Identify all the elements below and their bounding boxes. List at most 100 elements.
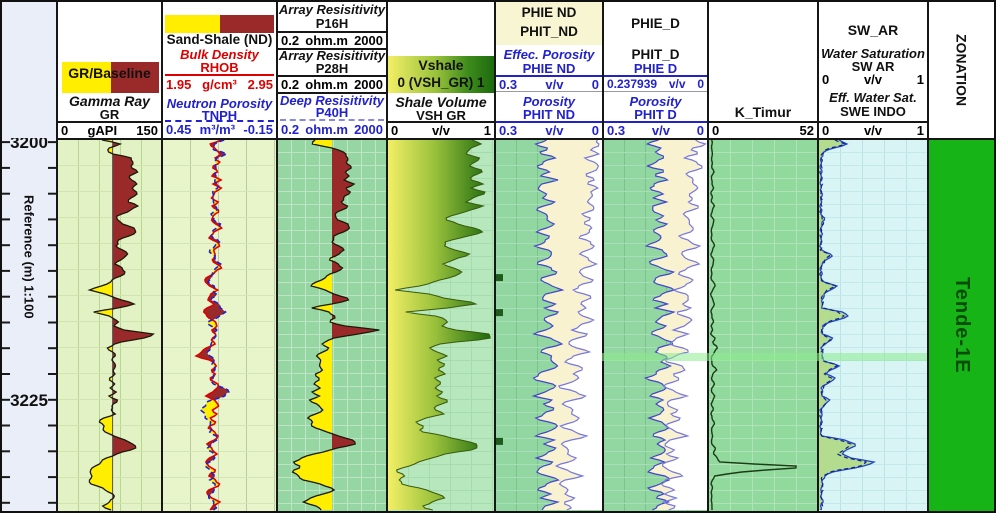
tnph-scale-right: -0.15 bbox=[243, 122, 273, 137]
sw-ar-scale-left: 0 bbox=[822, 72, 830, 87]
saturation-header: SW_AR Water Saturation SW AR 0 v/v 1 Eff… bbox=[819, 2, 927, 138]
phit-d-scale-right: 0 bbox=[696, 123, 704, 138]
sw-ar-curve-name: Water Saturation bbox=[821, 46, 925, 61]
phie-d-scale-unit: v/v bbox=[668, 77, 686, 91]
dn-group-label: Sand-Shale (ND) bbox=[166, 32, 273, 47]
vshale-group-label: Vshale bbox=[418, 57, 464, 73]
depth-track-title-wrap: Reference (m) 1:100 bbox=[2, 2, 56, 511]
rhob-line-style bbox=[165, 74, 274, 76]
resistivity-header: Array Resisitivity P16H 0.2 ohm.m 2000 A… bbox=[278, 2, 386, 138]
phit-nd-scale-left: 0.3 bbox=[499, 123, 518, 138]
density-neutron-body bbox=[163, 138, 276, 511]
k-scale-left: 0 bbox=[712, 123, 720, 138]
vshale-mnemonic: VSH GR bbox=[416, 108, 466, 123]
depth-track-title: Reference (m) 1:100 bbox=[21, 194, 37, 319]
p16h-curve-name: Array Resisitivity bbox=[278, 2, 386, 17]
phit-nd-scale-row: 0.3 v/v 0 bbox=[496, 121, 602, 138]
permeability-track: K_Timur 0 52 bbox=[707, 2, 817, 511]
phie-d-scale-row: 0.237939 v/v 0 bbox=[604, 75, 707, 92]
phit-nd-scale-right: 0 bbox=[591, 123, 599, 138]
zonation-body: Tende-1E bbox=[929, 138, 994, 511]
k-scale-right: 52 bbox=[799, 123, 814, 138]
p40h-scale-left: 0.2 bbox=[281, 122, 300, 137]
sw-ar-scale-row: 0 v/v 1 bbox=[819, 72, 927, 87]
tnph-scale-unit: m³/m³ bbox=[199, 122, 236, 137]
porosity-d-header: PHIE_D PHIT_D PHIE D 0.237939 v/v 0 Poro… bbox=[604, 2, 707, 138]
tnph-mnemonic: TNPH bbox=[201, 108, 238, 123]
phie-d-scale-right: 0 bbox=[697, 77, 704, 91]
rhob-scale-right: 2.95 bbox=[247, 77, 273, 92]
vshale-scale-unit: v/v bbox=[431, 123, 451, 138]
p16h-mnemonic: P16H bbox=[315, 16, 349, 31]
p40h-line-style bbox=[280, 119, 384, 121]
phie-nd-scale-unit: v/v bbox=[545, 76, 564, 92]
swe-indo-scale-row: 0 v/v 1 bbox=[819, 121, 927, 138]
gr-group-label: GR/Baseline bbox=[68, 65, 151, 81]
saturation-track: SW_AR Water Saturation SW AR 0 v/v 1 Eff… bbox=[817, 2, 927, 511]
p40h-scale-unit: ohm.m bbox=[305, 122, 348, 137]
phit-nd-scale-unit: v/v bbox=[545, 123, 564, 138]
tnph-scale-row: 0.45 m³/m³ -0.15 bbox=[163, 121, 276, 138]
phit-d-scale-row: 0.3 v/v 0 bbox=[604, 121, 707, 138]
sw-ar-mnemonic: SW AR bbox=[851, 59, 895, 74]
phie-nd-box-label: PHIE ND bbox=[521, 5, 577, 20]
porosity-d-body bbox=[604, 138, 707, 511]
vshale-scale-left: 0 bbox=[391, 123, 399, 138]
swe-indo-curve-name: Eff. Water Sat. bbox=[829, 90, 917, 105]
dn-patch-yellow bbox=[165, 15, 220, 33]
phit-d-scale-unit: v/v bbox=[651, 123, 670, 138]
sw-ar-title: SW_AR bbox=[847, 22, 899, 38]
vshale-track: Vshale 0 (VSH_GR) 1 Shale Volume VSH GR … bbox=[386, 2, 494, 511]
gr-scale-row: 0 gAPI 150 bbox=[58, 121, 161, 138]
vshale-body bbox=[388, 138, 494, 511]
swe-indo-scale-right: 1 bbox=[916, 123, 924, 138]
tnph-line-style bbox=[165, 120, 274, 122]
gr-color-patch bbox=[62, 62, 159, 93]
swe-indo-scale-left: 0 bbox=[822, 123, 830, 138]
dn-color-patch bbox=[165, 15, 274, 33]
permeability-header: K_Timur 0 52 bbox=[709, 2, 817, 138]
vshale-scale-right: 1 bbox=[483, 123, 491, 138]
gr-curve-name: Gamma Ray bbox=[69, 93, 150, 109]
phit-nd-mnemonic: PHIT ND bbox=[523, 107, 575, 122]
phit-d-title: PHIT_D bbox=[631, 47, 680, 62]
swe-indo-mnemonic: SWE INDO bbox=[840, 104, 906, 119]
phie-nd-mnemonic: PHIE ND bbox=[522, 61, 576, 76]
permeability-body bbox=[709, 138, 817, 511]
phie-nd-curve-name: Effec. Porosity bbox=[503, 47, 595, 62]
sw-ar-scale-right: 1 bbox=[916, 72, 924, 87]
p28h-scale-left: 0.2 bbox=[281, 77, 300, 92]
phie-d-scale-left: 0.237939 bbox=[607, 77, 658, 91]
gr-scale-left: 0 bbox=[61, 123, 69, 138]
depth-scale-body: 3200 3225 bbox=[2, 138, 56, 511]
p16h-scale-right: 2000 bbox=[354, 33, 383, 48]
p16h-scale-left: 0.2 bbox=[281, 33, 300, 48]
gr-track-header: GR/Baseline Gamma Ray GR 0 gAPI 150 bbox=[58, 2, 161, 138]
phit-d-mnemonic: PHIT D bbox=[634, 107, 677, 122]
density-neutron-header: Sand-Shale (ND) Bulk Density RHOB 1.95 g… bbox=[163, 2, 276, 138]
vshale-gradient-box bbox=[388, 56, 494, 93]
p40h-mnemonic: P40H bbox=[315, 105, 349, 120]
zonation-title: ZONATION bbox=[953, 33, 970, 107]
sw-ar-scale-unit: v/v bbox=[863, 72, 883, 87]
porosity-nd-body bbox=[496, 138, 602, 511]
vshale-curve-name: Shale Volume bbox=[395, 94, 487, 110]
vshale-scale-row: 0 v/v 1 bbox=[388, 121, 494, 138]
gr-mnemonic: GR bbox=[99, 107, 120, 122]
rhob-scale-left: 1.95 bbox=[166, 77, 192, 92]
phie-nd-scale-left: 0.3 bbox=[499, 76, 518, 92]
p28h-scale-unit: ohm.m bbox=[305, 77, 348, 92]
phit-d-scale-left: 0.3 bbox=[607, 123, 626, 138]
resistivity-body bbox=[278, 138, 386, 511]
porosity-nd-track: PHIE ND PHIT_ND Effec. Porosity PHIE ND … bbox=[494, 2, 602, 511]
phie-nd-scale-row: 0.3 v/v 0 bbox=[496, 75, 602, 92]
porosity-nd-cream-box bbox=[496, 2, 602, 45]
depth-track: Reference (m) 1:100 3200 3225 bbox=[2, 2, 56, 511]
phie-d-title: PHIE_D bbox=[631, 16, 680, 31]
phit-d-curve-name: Porosity bbox=[629, 94, 682, 109]
swe-indo-scale-unit: v/v bbox=[863, 123, 883, 138]
porosity-nd-header: PHIE ND PHIT_ND Effec. Porosity PHIE ND … bbox=[496, 2, 602, 138]
p28h-mnemonic: P28H bbox=[315, 61, 349, 76]
svg-text:3225: 3225 bbox=[10, 391, 48, 410]
